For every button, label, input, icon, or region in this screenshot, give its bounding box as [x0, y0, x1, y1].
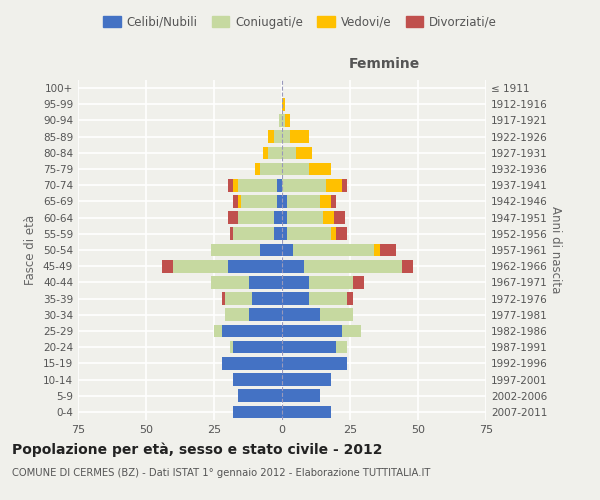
Bar	[282, 292, 309, 305]
Bar	[282, 98, 285, 110]
Bar	[282, 373, 331, 386]
Bar	[282, 308, 320, 321]
Bar	[233, 195, 238, 207]
Bar	[282, 130, 290, 143]
Bar	[282, 244, 293, 256]
Bar	[342, 179, 347, 192]
Bar	[238, 195, 241, 207]
Bar	[287, 228, 331, 240]
Bar	[282, 357, 347, 370]
Bar	[401, 260, 413, 272]
Bar	[337, 228, 347, 240]
Bar	[282, 276, 309, 288]
Bar	[250, 308, 282, 321]
Bar	[252, 292, 282, 305]
Bar	[222, 292, 225, 305]
Bar	[225, 292, 252, 305]
Bar	[230, 341, 233, 353]
Bar	[353, 276, 364, 288]
Bar	[282, 162, 309, 175]
Bar	[290, 130, 309, 143]
Bar	[227, 179, 233, 192]
Bar	[296, 146, 312, 159]
Bar	[163, 260, 173, 272]
Bar	[282, 228, 287, 240]
Bar	[309, 276, 353, 288]
Bar	[225, 308, 250, 321]
Bar	[282, 260, 304, 272]
Bar	[277, 195, 282, 207]
Bar	[331, 195, 337, 207]
Bar	[282, 195, 287, 207]
Bar	[285, 114, 290, 127]
Bar	[260, 244, 282, 256]
Bar	[260, 162, 282, 175]
Bar	[282, 114, 285, 127]
Bar	[309, 162, 331, 175]
Bar	[282, 179, 326, 192]
Bar	[238, 212, 274, 224]
Bar	[282, 324, 342, 338]
Bar	[211, 244, 260, 256]
Bar	[233, 341, 282, 353]
Bar	[274, 130, 282, 143]
Bar	[263, 146, 268, 159]
Bar	[347, 292, 353, 305]
Bar	[211, 276, 250, 288]
Bar	[274, 228, 282, 240]
Bar	[320, 195, 331, 207]
Y-axis label: Fasce di età: Fasce di età	[25, 215, 37, 285]
Bar	[238, 179, 277, 192]
Bar	[293, 244, 374, 256]
Bar	[214, 324, 222, 338]
Bar	[282, 341, 337, 353]
Bar	[334, 212, 344, 224]
Bar	[342, 324, 361, 338]
Text: Popolazione per età, sesso e stato civile - 2012: Popolazione per età, sesso e stato civil…	[12, 442, 383, 457]
Y-axis label: Anni di nascita: Anni di nascita	[548, 206, 562, 294]
Bar	[250, 276, 282, 288]
Bar	[268, 130, 274, 143]
Bar	[255, 162, 260, 175]
Bar	[326, 179, 342, 192]
Bar	[331, 228, 337, 240]
Bar	[227, 260, 282, 272]
Bar	[222, 324, 282, 338]
Text: Femmine: Femmine	[349, 58, 419, 71]
Bar	[282, 406, 331, 418]
Bar	[337, 341, 347, 353]
Bar	[238, 390, 282, 402]
Bar	[173, 260, 227, 272]
Bar	[222, 357, 282, 370]
Bar	[320, 308, 353, 321]
Bar	[230, 228, 233, 240]
Bar	[380, 244, 396, 256]
Legend: Celibi/Nubili, Coniugati/e, Vedovi/e, Divorziati/e: Celibi/Nubili, Coniugati/e, Vedovi/e, Di…	[98, 11, 502, 34]
Text: COMUNE DI CERMES (BZ) - Dati ISTAT 1° gennaio 2012 - Elaborazione TUTTITALIA.IT: COMUNE DI CERMES (BZ) - Dati ISTAT 1° ge…	[12, 468, 430, 477]
Bar	[241, 195, 277, 207]
Bar	[268, 146, 282, 159]
Bar	[287, 212, 323, 224]
Bar	[282, 146, 296, 159]
Bar	[282, 212, 287, 224]
Bar	[374, 244, 380, 256]
Bar	[282, 390, 320, 402]
Bar	[233, 373, 282, 386]
Bar	[309, 292, 347, 305]
Bar	[233, 179, 238, 192]
Bar	[233, 228, 274, 240]
Bar	[274, 212, 282, 224]
Bar	[277, 179, 282, 192]
Bar	[323, 212, 334, 224]
Bar	[287, 195, 320, 207]
Bar	[233, 406, 282, 418]
Bar	[227, 212, 238, 224]
Bar	[279, 114, 282, 127]
Bar	[304, 260, 401, 272]
